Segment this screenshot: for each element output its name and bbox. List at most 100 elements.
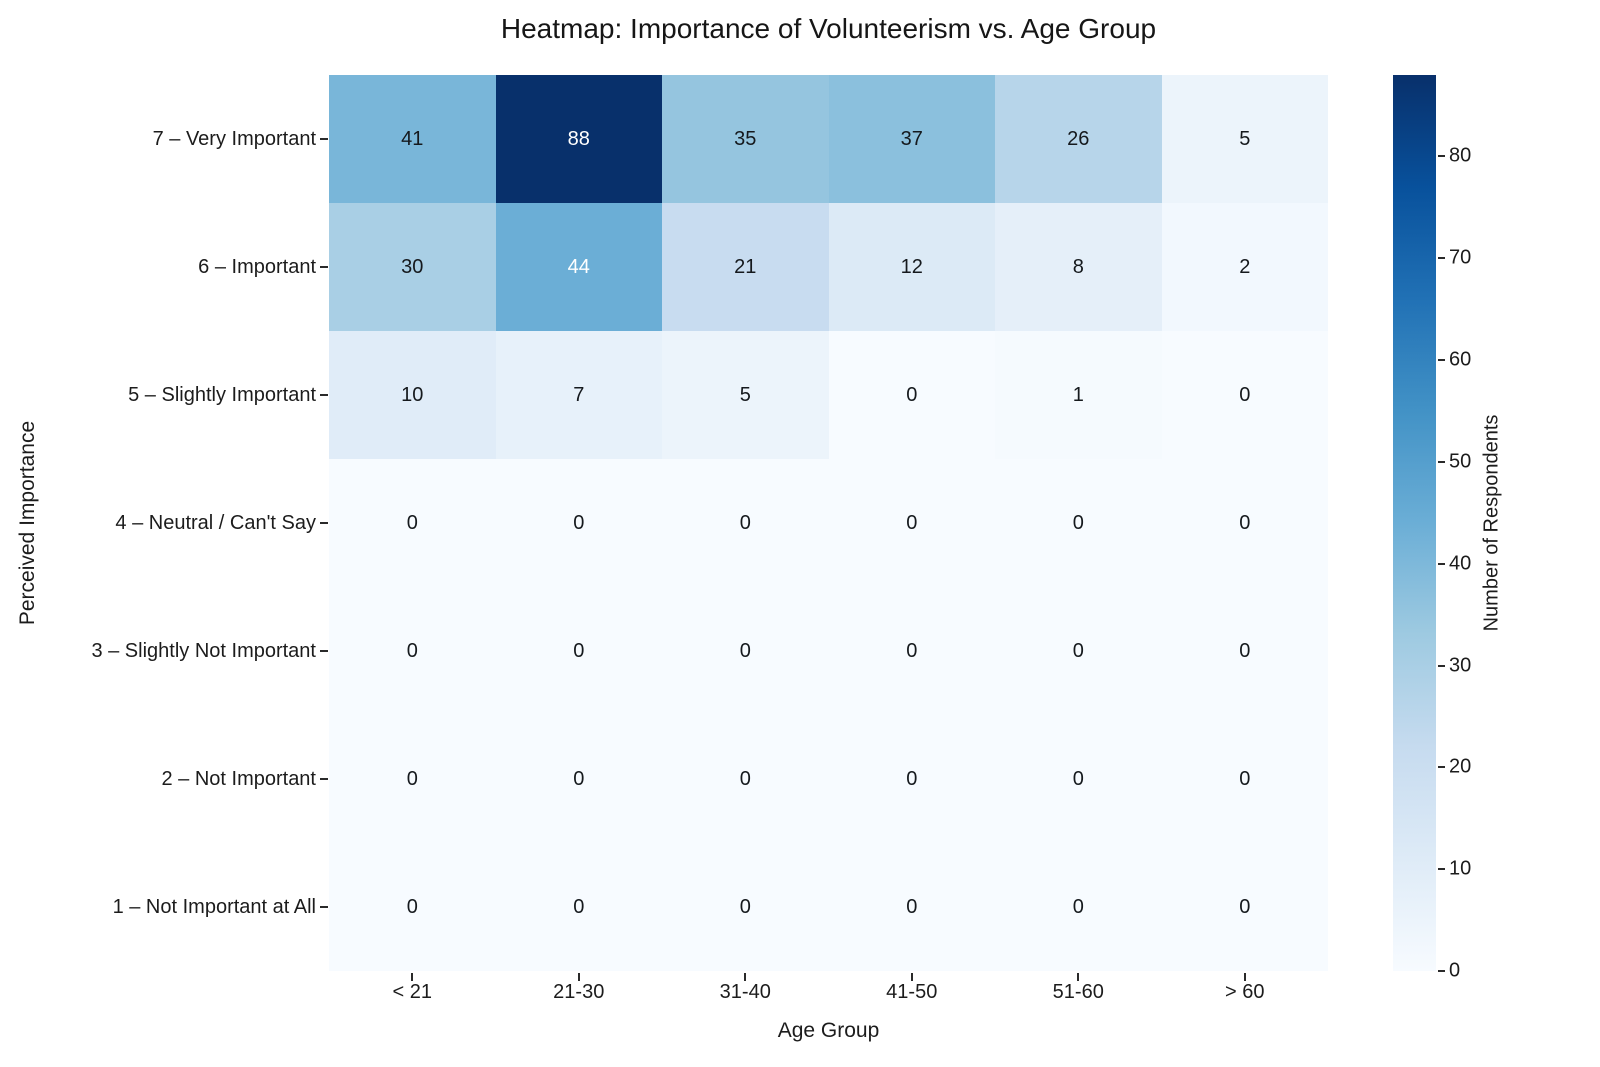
x-tick-mark: [577, 973, 580, 981]
x-tick-label: 31-40: [719, 980, 771, 1003]
heatmap-cell-value: 0: [1072, 640, 1084, 662]
y-tick-label: 1 – Not Important at All: [112, 895, 316, 918]
heatmap-cell-value: 0: [739, 512, 751, 534]
y-tick-mark: [320, 650, 328, 652]
heatmap-cell: 35: [662, 75, 829, 203]
heatmap-cell-value: 0: [406, 768, 418, 790]
heatmap-cell: 0: [828, 715, 995, 843]
heatmap-cell-value: 0: [906, 512, 918, 534]
heatmap-cell-value: 0: [1072, 768, 1084, 790]
heatmap-cell: 0: [495, 587, 662, 715]
heatmap-cell: 2: [1161, 203, 1328, 331]
x-tick-label: < 21: [392, 980, 432, 1003]
heatmap-cell-value: 0: [906, 768, 918, 790]
x-tick-label: > 60: [1225, 980, 1265, 1003]
heatmap-cell: 0: [1161, 843, 1328, 971]
heatmap-cell: 0: [662, 459, 829, 587]
heatmap-cell-value: 44: [567, 256, 590, 278]
colorbar-tick-label: 10: [1449, 857, 1472, 880]
heatmap-cell: 0: [1161, 331, 1328, 459]
y-tick-mark: [320, 266, 328, 268]
heatmap-cell: 44: [495, 203, 662, 331]
heatmap-cell-value: 0: [1239, 512, 1251, 534]
heatmap-cell-value: 7: [573, 384, 585, 406]
x-tick-label: 41-50: [886, 980, 938, 1003]
colorbar-tick-label: 60: [1449, 348, 1472, 371]
heatmap-cell: 5: [1161, 75, 1328, 203]
x-tick-mark: [411, 973, 414, 981]
heatmap-cell: 0: [329, 459, 496, 587]
heatmap-cell-value: 12: [900, 256, 923, 278]
heatmap-cell-value: 0: [1239, 384, 1251, 406]
heatmap-cell-value: 0: [1239, 768, 1251, 790]
colorbar-tick-mark: [1438, 460, 1445, 463]
heatmap-cell-value: 0: [739, 640, 751, 662]
heatmap-cell-value: 41: [401, 128, 424, 150]
heatmap-cell: 0: [828, 331, 995, 459]
heatmap-cell-value: 0: [573, 640, 585, 662]
y-tick-mark: [320, 138, 328, 140]
heatmap-cell-value: 35: [734, 128, 757, 150]
colorbar-tick-label: 0: [1449, 959, 1461, 982]
y-tick-label: 3 – Slightly Not Important: [91, 639, 316, 662]
y-tick-label: 7 – Very Important: [152, 127, 316, 150]
x-tick-mark: [910, 973, 913, 981]
heatmap-cell: 7: [495, 331, 662, 459]
y-tick-label: 6 – Important: [198, 255, 316, 278]
heatmap-cell: 37: [828, 75, 995, 203]
heatmap-cell-value: 5: [739, 384, 751, 406]
heatmap-cell-value: 30: [401, 256, 424, 278]
heatmap-cell-value: 0: [739, 896, 751, 918]
heatmap-cell-value: 37: [900, 128, 923, 150]
heatmap-cell-value: 0: [1072, 512, 1084, 534]
heatmap-cell: 0: [828, 459, 995, 587]
y-axis-tick-labels: 7 – Very Important 6 – Important 5 – Sligh…: [0, 75, 316, 971]
heatmap-cell-value: 0: [573, 768, 585, 790]
heatmap-cell-value: 1: [1072, 384, 1084, 406]
heatmap-cell: 0: [828, 587, 995, 715]
heatmap-cell-value: 0: [406, 640, 418, 662]
heatmap-cell-value: 8: [1072, 256, 1084, 278]
y-tick-mark: [320, 522, 328, 524]
heatmap-cell-value: 88: [567, 128, 590, 150]
heatmap-cell: 0: [1161, 715, 1328, 843]
heatmap-grid: 41 88 35 37 26 5 30 44 21 12 8 2 10 7 5 0 1 0 0 0 0 0 0 0 0 0 0 0 0 0…: [329, 75, 1328, 971]
heatmap-cell-value: 21: [734, 256, 757, 278]
colorbar-tick-label: 30: [1449, 654, 1472, 677]
colorbar-tick-mark: [1438, 155, 1445, 158]
y-tick-label: 5 – Slightly Important: [128, 383, 316, 406]
x-tick-mark: [1077, 973, 1080, 981]
heatmap-cell: 0: [1161, 459, 1328, 587]
heatmap-cell: 0: [1161, 587, 1328, 715]
heatmap-cell-value: 0: [906, 896, 918, 918]
heatmap-cell-value: 0: [906, 384, 918, 406]
colorbar-tick-label: 50: [1449, 450, 1472, 473]
y-tick-mark: [320, 778, 328, 780]
y-tick-mark: [320, 394, 328, 396]
colorbar-tick-label: 80: [1449, 144, 1472, 167]
heatmap-cell: 21: [662, 203, 829, 331]
colorbar-tick-label: 20: [1449, 755, 1472, 778]
heatmap-cell: 88: [495, 75, 662, 203]
x-tick-mark: [744, 973, 747, 981]
heatmap-cell: 0: [495, 715, 662, 843]
heatmap-cell: 5: [662, 331, 829, 459]
colorbar-tick-label: 70: [1449, 246, 1472, 269]
heatmap-cell: 0: [329, 587, 496, 715]
heatmap-cell-value: 5: [1239, 128, 1251, 150]
heatmap-cell-value: 2: [1239, 256, 1251, 278]
colorbar-tick-label: 40: [1449, 552, 1472, 575]
heatmap-cell-value: 0: [406, 512, 418, 534]
heatmap-cell: 0: [995, 715, 1162, 843]
heatmap-cell: 0: [995, 843, 1162, 971]
heatmap-cell: 0: [329, 715, 496, 843]
heatmap-cell-value: 0: [906, 640, 918, 662]
heatmap-cell: 1: [995, 331, 1162, 459]
heatmap-cell-value: 0: [406, 896, 418, 918]
heatmap-cell: 0: [828, 843, 995, 971]
colorbar-tick-mark: [1438, 664, 1445, 667]
x-axis-title: Age Group: [777, 1019, 880, 1042]
x-tick-label: 21-30: [553, 980, 605, 1003]
x-tick-mark: [1243, 973, 1246, 981]
heatmap-cell-value: 26: [1067, 128, 1090, 150]
